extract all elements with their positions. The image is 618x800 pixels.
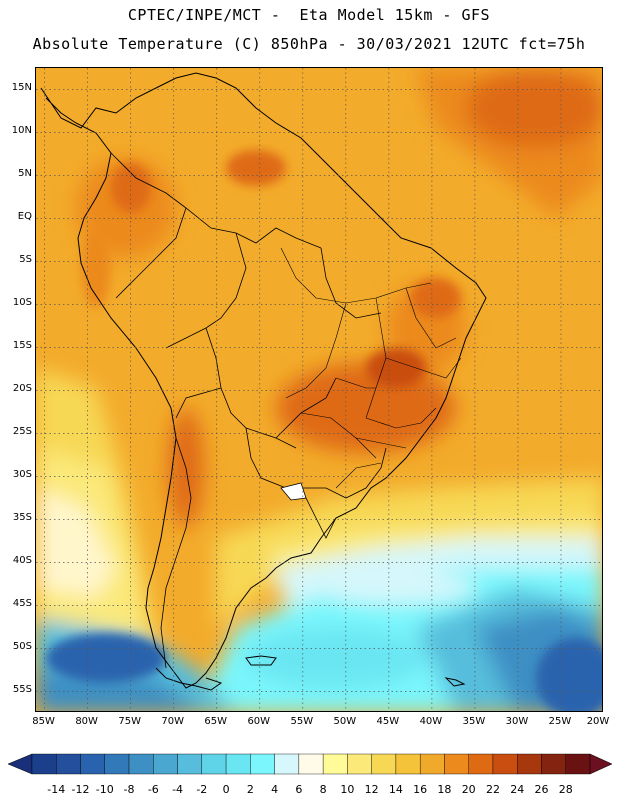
colorbar-label: -2	[196, 783, 208, 796]
temperature-map	[35, 67, 603, 712]
lagoa-dos-patos	[280, 482, 307, 501]
colorbar-label: -14	[47, 783, 66, 796]
colorbar-label: 12	[364, 783, 379, 796]
latitude-label: 15N	[11, 81, 32, 93]
latitude-label: 10S	[12, 296, 32, 308]
latitude-label: 5S	[19, 253, 32, 265]
longitude-label: 65W	[204, 716, 228, 727]
colorbar-swatch	[298, 753, 324, 775]
longitude-label: 80W	[75, 716, 98, 727]
colorbar-swatch	[347, 753, 372, 775]
colorbar-swatch	[541, 753, 566, 775]
colorbar-swatch	[371, 753, 397, 775]
longitude-label: 20W	[586, 716, 610, 727]
coastline	[40, 72, 487, 691]
colorbar-label: 2	[246, 783, 254, 796]
colorbar-label: -10	[95, 783, 114, 796]
colorbar-label: 24	[510, 783, 525, 796]
longitude-label: 75W	[118, 716, 141, 727]
colorbar-left-triangle	[7, 753, 33, 775]
latitude-label: 15S	[12, 339, 32, 351]
longitude-label: 25W	[548, 716, 572, 727]
colorbar-label: 0	[222, 783, 230, 796]
colorbar-label: 18	[437, 783, 452, 796]
latitude-label: 20S	[12, 382, 32, 394]
latitude-label: 50S	[12, 640, 32, 652]
latitude-label: EQ	[17, 210, 32, 222]
colorbar-swatch	[56, 753, 81, 775]
colorbar-swatch	[128, 753, 154, 775]
map-canvas	[36, 68, 602, 711]
colorbar-label: 26	[534, 783, 549, 796]
longitude-label: 55W	[290, 716, 314, 727]
latitude-label: 35S	[12, 511, 32, 523]
colorbar-label: -8	[123, 783, 135, 796]
colorbar-label: 22	[485, 783, 500, 796]
colorbar-label: 14	[388, 783, 403, 796]
colorbar-swatch	[225, 753, 251, 775]
colorbar-swatch	[468, 753, 494, 775]
colorbar-label: 4	[271, 783, 279, 796]
latitude-label: 45S	[12, 597, 32, 609]
colorbar-swatch	[419, 753, 445, 775]
longitude-label: 50W	[333, 716, 357, 727]
colorbar-swatch	[201, 753, 227, 775]
colorbar-label: -4	[172, 783, 184, 796]
colorbar-swatch	[177, 753, 203, 775]
colorbar-swatch	[250, 753, 275, 775]
colorbar-label: 10	[340, 783, 355, 796]
colorbar-swatch	[395, 753, 421, 775]
colorbar-right-triangle	[589, 753, 613, 775]
colorbar-swatch	[517, 753, 542, 775]
map-title-line-1: CPTEC/INPE/MCT - Eta Model 15km - GFS	[127, 6, 491, 24]
latitude-label: 5N	[18, 167, 32, 179]
longitude-label: 35W	[462, 716, 486, 727]
colorbar-label: -12	[71, 783, 90, 796]
longitude-label: 30W	[505, 716, 529, 727]
colorbar-swatch	[274, 753, 300, 775]
colorbar-swatch	[565, 753, 591, 775]
colorbar-swatch	[80, 753, 105, 775]
colorbar-swatch	[153, 753, 178, 775]
colorbar-swatch	[322, 753, 348, 775]
longitude-label: 45W	[376, 716, 400, 727]
lat-lon-grid	[36, 68, 602, 711]
latitude-label: 25S	[12, 425, 32, 437]
colorbar-label: 8	[319, 783, 327, 796]
latitude-label: 10N	[11, 124, 32, 136]
colorbar-label: 16	[413, 783, 428, 796]
colorbar-swatch	[492, 753, 518, 775]
latitude-label: 40S	[12, 554, 32, 566]
latitude-label: 30S	[12, 468, 32, 480]
country-borders	[110, 152, 387, 669]
colorbar-swatch	[31, 753, 57, 775]
map-title-line-2: Absolute Temperature (C) 850hPa - 30/03/…	[32, 35, 586, 53]
longitude-label: 85W	[32, 716, 55, 727]
colorbar-label: -6	[147, 783, 159, 796]
temperature-colorbar	[7, 753, 613, 775]
longitude-label: 70W	[161, 716, 184, 727]
colorbar-swatch	[444, 753, 469, 775]
colorbar-label: 28	[558, 783, 573, 796]
latitude-label: 55S	[12, 683, 32, 695]
colorbar-swatch	[104, 753, 130, 775]
colorbar-label: 6	[295, 783, 303, 796]
longitude-label: 40W	[419, 716, 443, 727]
colorbar-label: 20	[461, 783, 476, 796]
longitude-label: 60W	[247, 716, 271, 727]
